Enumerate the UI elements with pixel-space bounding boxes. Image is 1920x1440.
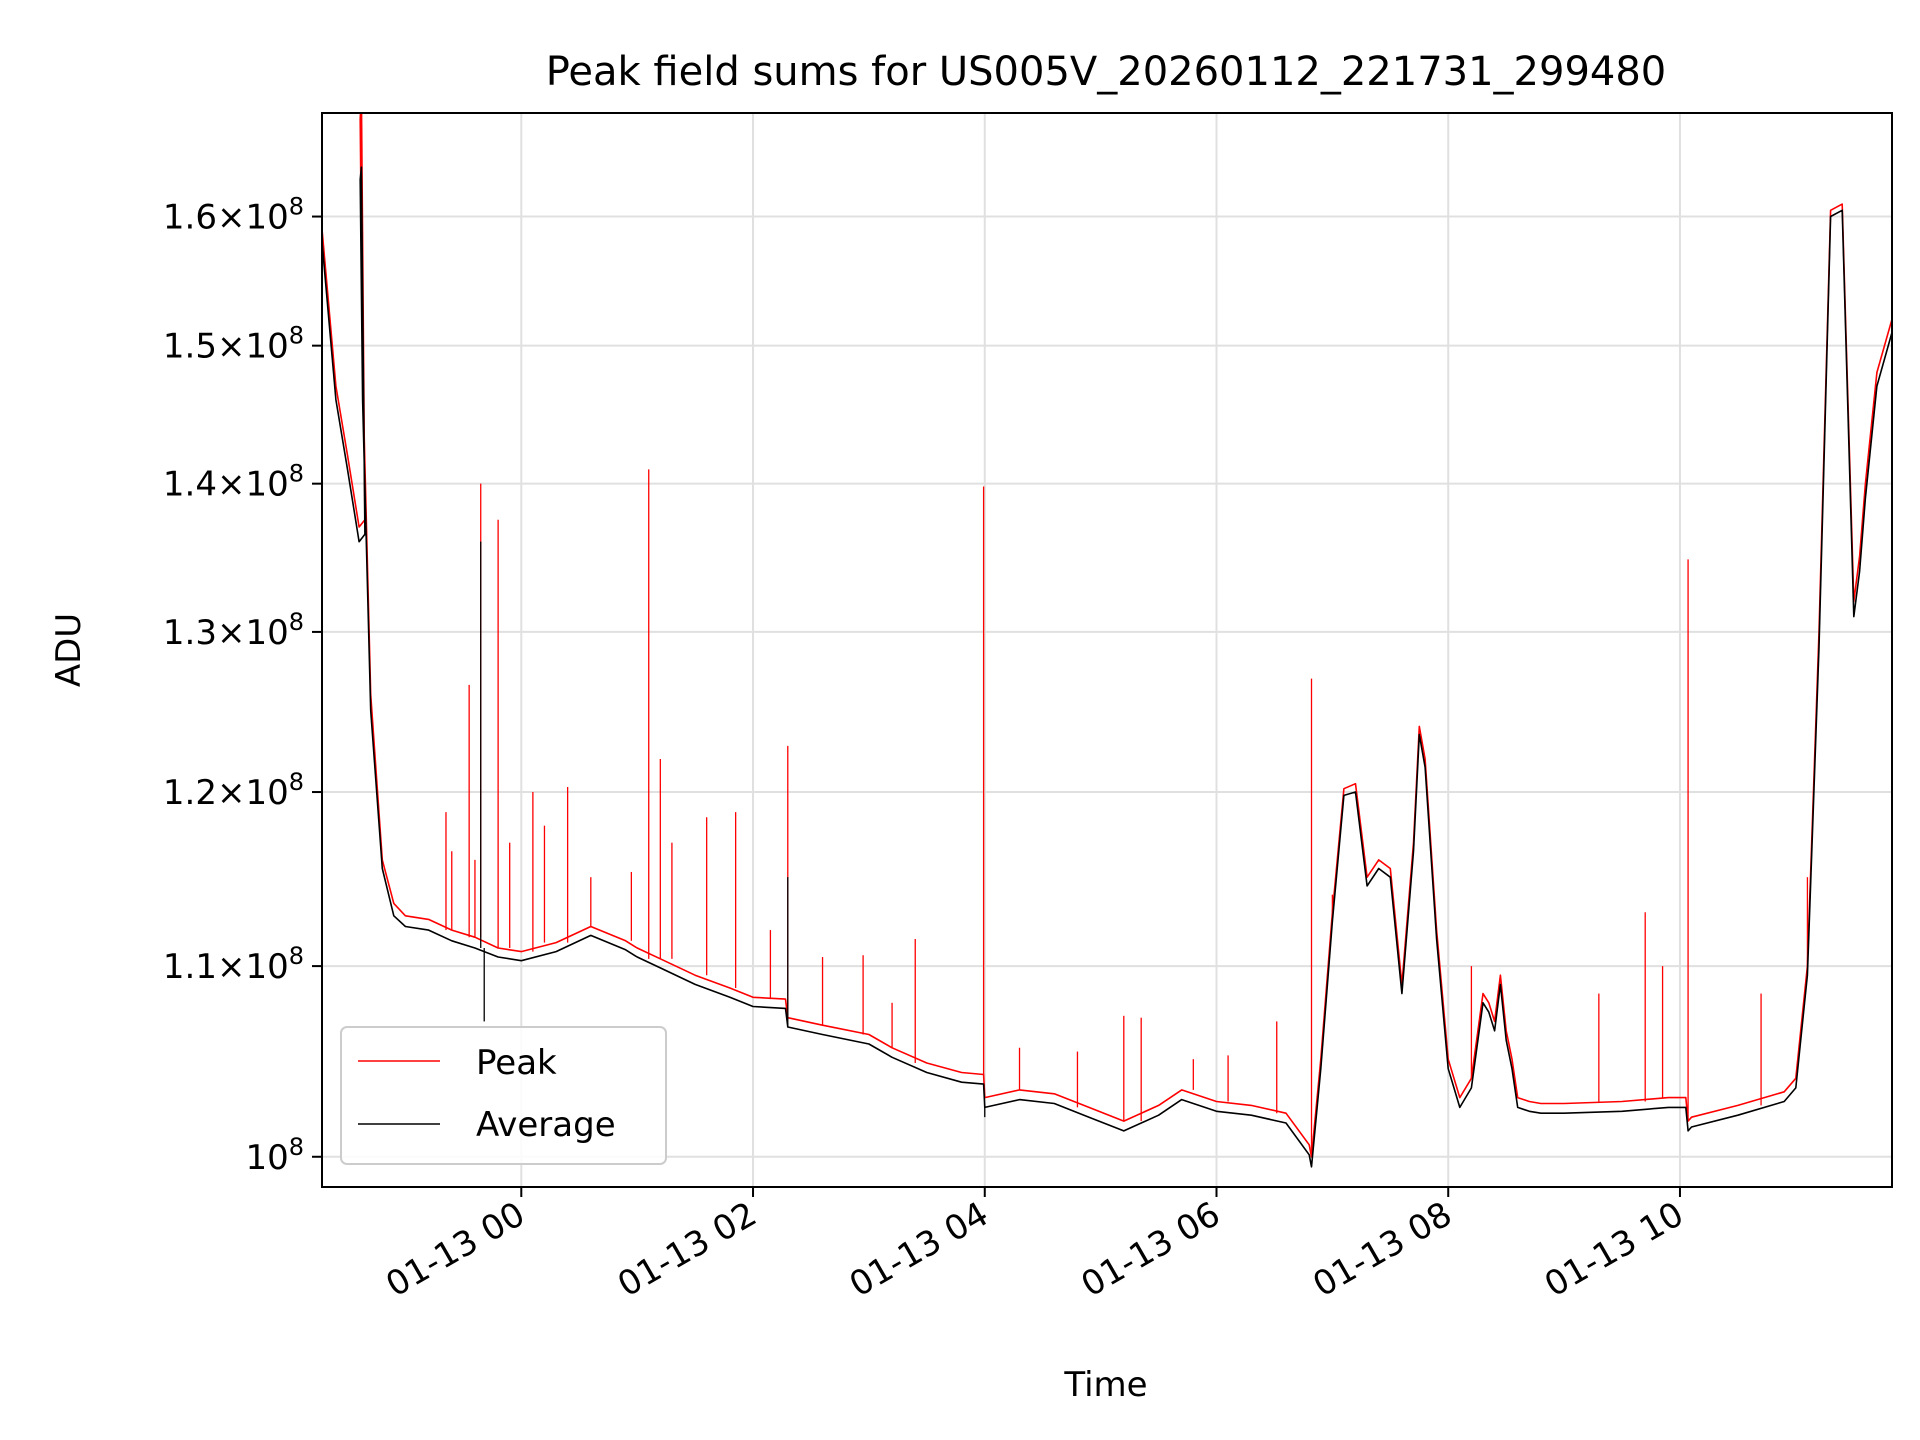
- legend: Peak Average: [340, 1026, 667, 1165]
- legend-label-peak: Peak: [476, 1043, 557, 1083]
- y-tick-label-3: 1.3×108: [163, 608, 304, 653]
- legend-label-average: Average: [476, 1105, 616, 1145]
- y-tick-label-1: 1.1×108: [163, 942, 304, 987]
- chart-title: Peak field sums for US005V_20260112_2217…: [546, 49, 1667, 95]
- series-line-average: [322, 166, 1892, 1168]
- y-tick-label-6: 1.6×108: [163, 193, 304, 238]
- x-axis-label: Time: [1063, 1365, 1147, 1405]
- y-axis: 108 1.1×108 1.2×108 1.3×108 1.4×108 1.5×108 1.…: [163, 193, 322, 1178]
- series-layer: [322, 113, 1892, 1168]
- y-tick-label-2: 1.2×108: [163, 768, 304, 813]
- grid: [322, 113, 1892, 1187]
- series-line-peak: [322, 113, 1892, 1158]
- y-tick-label-0: 108: [245, 1133, 304, 1178]
- plot-frame: [321, 112, 1893, 1188]
- y-tick-label-5: 1.5×108: [163, 322, 304, 367]
- y-axis-label: ADU: [49, 613, 89, 687]
- y-tick-label-4: 1.4×108: [163, 460, 304, 505]
